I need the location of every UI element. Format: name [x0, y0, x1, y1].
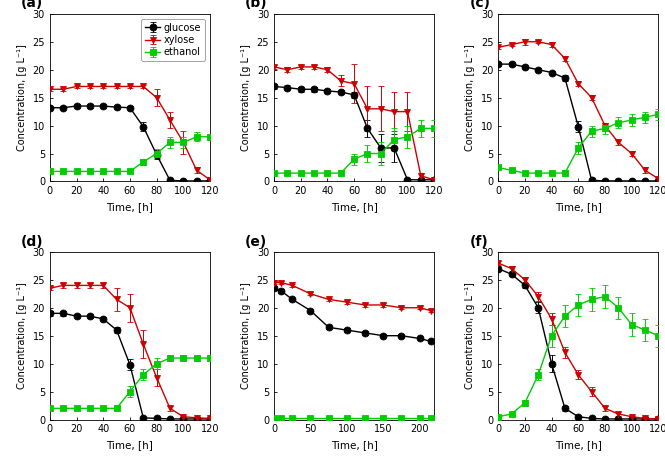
X-axis label: Time, [h]: Time, [h]: [555, 202, 602, 212]
Text: (c): (c): [469, 0, 490, 11]
Y-axis label: Concentration, [g L⁻¹]: Concentration, [g L⁻¹]: [465, 44, 475, 151]
X-axis label: Time, [h]: Time, [h]: [331, 202, 378, 212]
Text: (b): (b): [245, 0, 268, 11]
Text: (d): (d): [21, 235, 44, 248]
Text: (e): (e): [245, 235, 267, 248]
Y-axis label: Concentration, [g L⁻¹]: Concentration, [g L⁻¹]: [241, 282, 251, 389]
Text: (a): (a): [21, 0, 43, 11]
Text: (f): (f): [469, 235, 488, 248]
Y-axis label: Concentration, [g L⁻¹]: Concentration, [g L⁻¹]: [17, 282, 27, 389]
Y-axis label: Concentration, [g L⁻¹]: Concentration, [g L⁻¹]: [241, 44, 251, 151]
X-axis label: Time, [h]: Time, [h]: [555, 440, 602, 450]
Y-axis label: Concentration, [g L⁻¹]: Concentration, [g L⁻¹]: [17, 44, 27, 151]
Legend: glucose, xylose, ethanol: glucose, xylose, ethanol: [142, 19, 205, 61]
Y-axis label: Concentration, [g L⁻¹]: Concentration, [g L⁻¹]: [465, 282, 475, 389]
X-axis label: Time, [h]: Time, [h]: [106, 440, 154, 450]
X-axis label: Time, [h]: Time, [h]: [331, 440, 378, 450]
X-axis label: Time, [h]: Time, [h]: [106, 202, 154, 212]
